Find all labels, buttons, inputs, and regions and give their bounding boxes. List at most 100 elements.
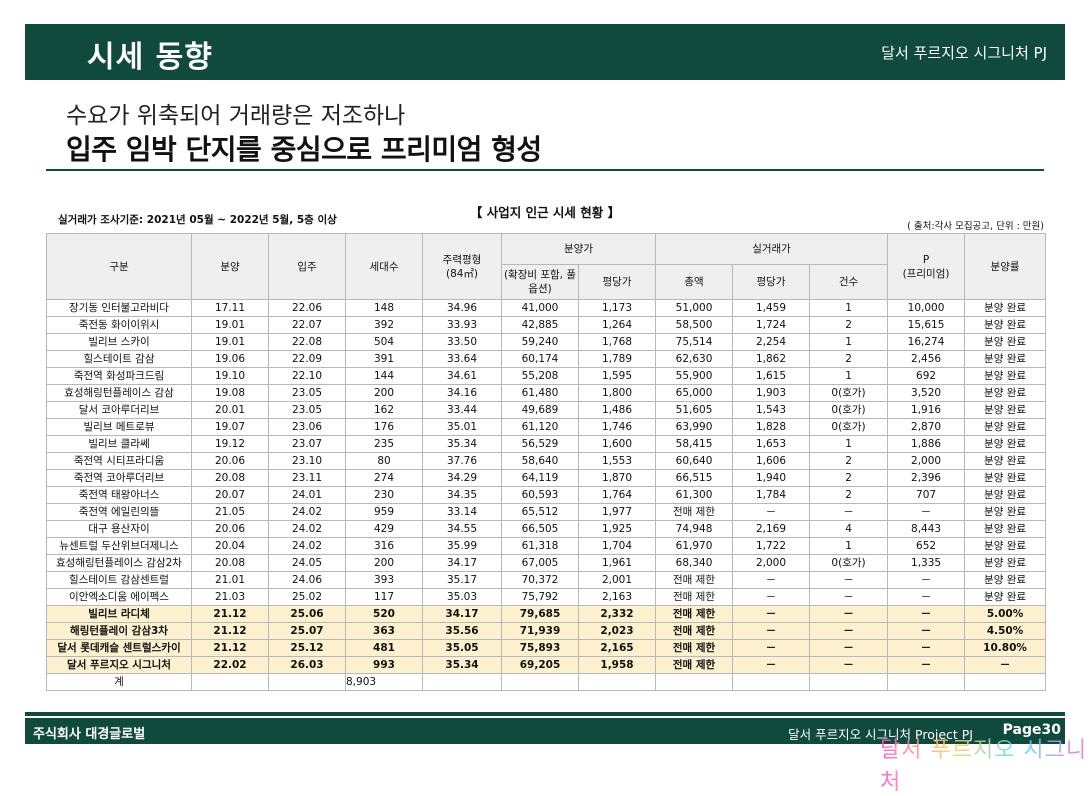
page-title: 시세 동향 (87, 40, 213, 75)
table-cell: 분양 완료 (964, 469, 1047, 487)
table-cell: 34.61 (422, 367, 502, 385)
table-cell: 481 (345, 639, 423, 657)
table-cell: － (964, 656, 1047, 674)
table-cell: 235 (345, 435, 423, 453)
table-cell: 죽전역 태왕아너스 (46, 486, 192, 504)
table-cell: 692 (887, 367, 966, 385)
table-cell: 전매 제한 (655, 639, 734, 657)
table-row: 죽전역 코아루더리브 20.08 23.11 274 34.29 64,119 1,870 6… (46, 469, 1047, 487)
table-cell: 1,600 (577, 435, 657, 453)
table-cell: － (887, 622, 966, 640)
table-cell: 75,514 (655, 333, 734, 351)
table-cell: 65,000 (655, 384, 734, 402)
table-cell: － (887, 656, 966, 674)
table-cell: 2 (809, 350, 889, 368)
table-cell: 49,689 (501, 401, 579, 419)
table-cell (732, 673, 811, 691)
table-cell: 20.04 (191, 537, 269, 555)
table-cell: － (887, 503, 966, 521)
table-cell: 60,174 (501, 350, 579, 368)
table-cell: 장기동 인터불고라비다 (46, 299, 192, 317)
table-cell: 1,886 (887, 435, 966, 453)
table-cell: 1,916 (887, 401, 966, 419)
table-cell: 분양 완료 (964, 367, 1047, 385)
table-row: 죽전역 화성파크드림 19.10 22.10 144 34.61 55,208 1,595 5… (46, 367, 1047, 385)
table-cell: 23.11 (268, 469, 346, 487)
table-cell: 1,335 (887, 554, 966, 572)
table-cell: 61,480 (501, 384, 579, 402)
table-cell: 59,240 (501, 333, 579, 351)
company-name: 주식회사 대경글로벌 (33, 727, 146, 742)
table-cell: 67,005 (501, 554, 579, 572)
table-cell (655, 673, 734, 691)
col-main-size: 주력평형 (84㎡) (422, 233, 502, 300)
table-cell: 2 (809, 316, 889, 334)
table-cell: 1,768 (577, 333, 657, 351)
highlight-row: 달서 푸르지오 시그니처 22.02 26.03 993 35.34 69,205 1,95… (46, 656, 1047, 674)
table-body: 장기동 인터불고라비다 17.11 22.06 148 34.96 41,000 1,173… (46, 299, 1047, 691)
table-cell: 959 (345, 503, 423, 521)
table-cell: 1,704 (577, 537, 657, 555)
table-cell: 34.17 (422, 605, 502, 623)
table-cell: 1,828 (732, 418, 811, 436)
col-main-size-unit: (84㎡) (445, 267, 479, 280)
table-cell: 분양 완료 (964, 554, 1047, 572)
table-cell: 1 (809, 299, 889, 317)
table-cell: 35.34 (422, 656, 502, 674)
table-cell: 2,332 (577, 605, 657, 623)
header-bar: 시세 동향 달서 푸르지오 시그니처 PJ (25, 24, 1065, 80)
table-cell: 55,208 (501, 367, 579, 385)
table-cell: 1,595 (577, 367, 657, 385)
table-cell: 34.96 (422, 299, 502, 317)
table-cell: 33.44 (422, 401, 502, 419)
table-cell: 1,746 (577, 418, 657, 436)
table-cell: 22.02 (191, 656, 269, 674)
table-cell: 176 (345, 418, 423, 436)
col-category: 구분 (46, 233, 192, 300)
table-cell: 0(호가) (809, 401, 889, 419)
table-cell: 2,163 (577, 588, 657, 606)
col-sale: 분양 (191, 233, 269, 300)
table-cell: 1,724 (732, 316, 811, 334)
table-cell: 41,000 (501, 299, 579, 317)
table-cell (577, 673, 657, 691)
table-cell: 뉴센트럴 두산위브더제니스 (46, 537, 192, 555)
table-row: 빌리브 메트로뷰 19.07 23.06 176 35.01 61,120 1,746 63,… (46, 418, 1047, 436)
table-cell: 21.03 (191, 588, 269, 606)
table-row: 죽전동 화이이위시 19.01 22.07 392 33.93 42,885 1,264 58… (46, 316, 1047, 334)
table-cell: 죽전역 에일린의뜰 (46, 503, 192, 521)
col-premium: P (프리미엄) (887, 233, 966, 300)
table-cell: 0(호가) (809, 384, 889, 402)
table-cell: 2,000 (732, 554, 811, 572)
table-cell: 죽전역 화성파크드림 (46, 367, 192, 385)
table-cell: 1,784 (732, 486, 811, 504)
table-cell: 2,396 (887, 469, 966, 487)
table-cell: 391 (345, 350, 423, 368)
table-row: 죽전역 시티프라디움 20.06 23.10 80 37.76 58,640 1,553 60… (46, 452, 1047, 470)
table-cell: 25.06 (268, 605, 346, 623)
table-cell: 2,456 (887, 350, 966, 368)
table-cell: 22.08 (268, 333, 346, 351)
table-cell: 분양 완료 (964, 588, 1047, 606)
table-cell: 19.01 (191, 316, 269, 334)
table-row: 죽전역 태왕아너스 20.07 24.01 230 34.35 60,593 1,764 61… (46, 486, 1047, 504)
table-cell: 분양 완료 (964, 299, 1047, 317)
table-cell: 80 (345, 452, 423, 470)
table-cell: 1,606 (732, 452, 811, 470)
table-cell: 64,119 (501, 469, 579, 487)
footer-project: 달서 푸르지오 시그니처 Project PJ (788, 727, 973, 742)
table-cell: 4.50% (964, 622, 1047, 640)
highlight-row: 빌리브 라디체 21.12 25.06 520 34.17 79,685 2,332 전매 제… (46, 605, 1047, 623)
table-cell: 빌리브 메트로뷰 (46, 418, 192, 436)
table-cell: 분양 완료 (964, 401, 1047, 419)
table-cell: 1,764 (577, 486, 657, 504)
table-cell: － (732, 605, 811, 623)
table-cell: 20.06 (191, 520, 269, 538)
table-cell: － (887, 639, 966, 657)
table-cell: 22.06 (268, 299, 346, 317)
table-cell: 34.17 (422, 554, 502, 572)
table-cell: 61,970 (655, 537, 734, 555)
table-cell: 35.56 (422, 622, 502, 640)
table-cell: 분양 완료 (964, 486, 1047, 504)
table-cell: 힐스테이트 감삼센트럴 (46, 571, 192, 589)
